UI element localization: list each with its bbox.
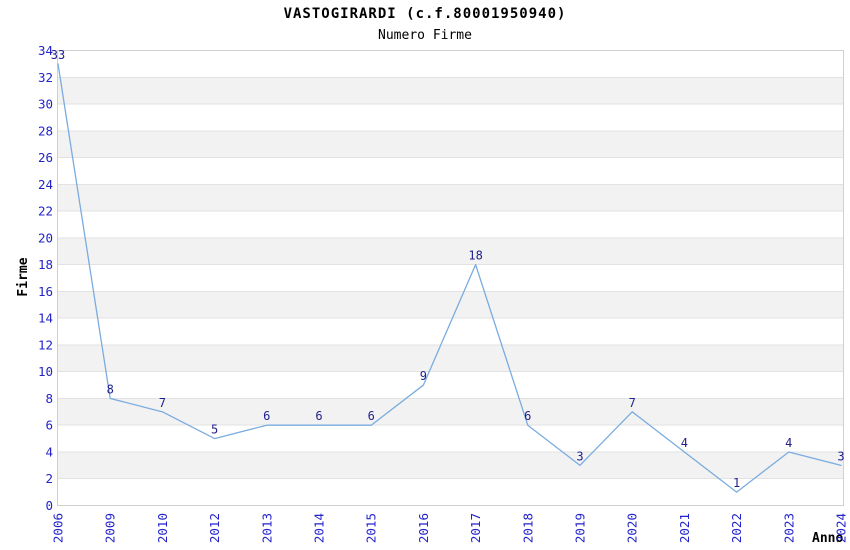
y-tick-label: 26 — [38, 150, 53, 165]
y-tick-label: 22 — [38, 204, 53, 219]
point-label: 6 — [368, 409, 375, 423]
x-tick-label: 2022 — [729, 513, 744, 543]
y-tick-label: 12 — [38, 337, 53, 352]
x-tick-label: 2024 — [834, 513, 849, 543]
y-tick-label: 2 — [45, 471, 53, 486]
point-label: 4 — [681, 436, 688, 450]
y-tick-label: 20 — [38, 230, 53, 245]
x-tick-label: 2021 — [677, 513, 692, 543]
point-label: 5 — [211, 423, 218, 437]
point-label: 18 — [468, 249, 482, 263]
grid-band — [57, 344, 844, 372]
grid-band — [57, 77, 844, 105]
y-tick-label: 16 — [38, 284, 53, 299]
series-line — [57, 63, 842, 493]
chart-subtitle: Numero Firme — [378, 28, 472, 43]
x-tick-label: 2010 — [155, 513, 170, 543]
x-tick-label: 2016 — [416, 513, 431, 543]
y-tick-label: 8 — [45, 391, 53, 406]
grid-band — [57, 184, 844, 212]
chart-title: VASTOGIRARDI (c.f.80001950940) — [283, 6, 567, 22]
point-label: 6 — [524, 409, 531, 423]
y-tick-label: 0 — [45, 498, 53, 513]
point-label: 7 — [159, 396, 166, 410]
grid-band — [57, 451, 844, 479]
point-label: 6 — [315, 409, 322, 423]
x-tick-label: 2017 — [468, 513, 483, 543]
y-tick-label: 14 — [38, 311, 53, 326]
grid-band — [57, 398, 844, 426]
y-tick-label: 30 — [38, 97, 53, 112]
x-tick-label: 2009 — [103, 513, 118, 543]
grid-band — [57, 291, 844, 319]
grid-band — [57, 237, 844, 265]
x-tick-label: 2020 — [625, 513, 640, 543]
y-tick-label: 4 — [45, 444, 53, 459]
x-tick-label: 2006 — [51, 513, 66, 543]
x-tick-label: 2015 — [364, 513, 379, 543]
y-tick-label: 6 — [45, 418, 53, 433]
point-label: 6 — [263, 409, 270, 423]
x-tick-label: 2023 — [781, 513, 796, 543]
point-label: 7 — [629, 396, 636, 410]
y-tick-label: 34 — [38, 43, 53, 58]
x-tick-label: 2013 — [259, 513, 274, 543]
y-tick-label: 32 — [38, 70, 53, 85]
point-label: 3 — [837, 449, 844, 463]
point-label: 8 — [107, 382, 114, 396]
point-label: 1 — [733, 476, 740, 490]
plot-border — [57, 50, 844, 506]
y-tick-label: 24 — [38, 177, 53, 192]
x-tick-label: 2018 — [520, 513, 535, 543]
x-tick-label: 2014 — [312, 513, 327, 543]
x-axis-title: Anno — [812, 531, 844, 546]
x-tick-label: 2012 — [207, 513, 222, 543]
point-label: 9 — [420, 369, 427, 383]
y-tick-label: 28 — [38, 123, 53, 138]
point-label: 3 — [576, 449, 583, 463]
grid-band — [57, 130, 844, 158]
y-tick-label: 10 — [38, 364, 53, 379]
point-label: 33 — [51, 48, 65, 62]
x-tick-label: 2019 — [573, 513, 588, 543]
y-tick-label: 18 — [38, 257, 53, 272]
point-label: 4 — [785, 436, 792, 450]
